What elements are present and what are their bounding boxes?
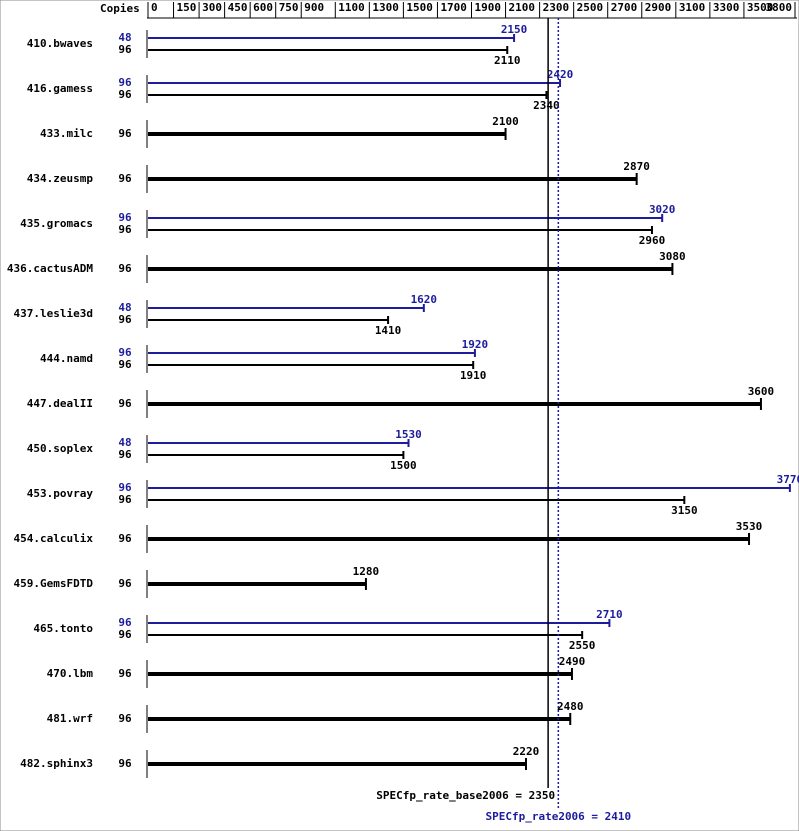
benchmark-label: 434.zeusmp [27,172,94,185]
base-value-label: 3150 [671,504,698,517]
peak-value-label: 3770 [777,473,799,486]
base-copies: 96 [118,577,132,590]
base-value-label: 3080 [659,250,686,263]
benchmark-label: 435.gromacs [20,217,93,230]
base-value-label: 2220 [513,745,540,758]
base-value-label: 3530 [736,520,763,533]
x-tick-label: 150 [177,1,197,14]
peak-value-label: 1530 [395,428,422,441]
base-copies: 96 [118,493,132,506]
peak-copies: 96 [118,616,132,629]
base-value-label: 1910 [460,369,487,382]
base-copies: 96 [118,628,132,641]
base-value-label: 2550 [569,639,596,652]
benchmark-label: 447.dealII [27,397,93,410]
benchmark-label: 437.leslie3d [14,307,93,320]
base-copies: 96 [118,532,132,545]
base-value-label: 2480 [557,700,584,713]
x-tick-label: 3300 [713,1,740,14]
benchmark-label: 481.wrf [47,712,93,725]
base-copies: 96 [118,397,132,410]
benchmark-label: 416.gamess [27,82,93,95]
base-value-label: 1410 [375,324,402,337]
benchmark-label: 444.namd [40,352,93,365]
base-value-label: 2490 [559,655,586,668]
x-tick-label: 450 [228,1,248,14]
x-tick-label: 1900 [475,1,502,14]
base-value-label: 1280 [353,565,380,578]
peak-copies: 48 [118,301,131,314]
copies-header: Copies [100,2,140,15]
benchmark-label: 453.povray [27,487,94,500]
peak-copies: 96 [118,346,132,359]
x-tick-label: 2100 [509,1,535,14]
x-tick-label: 3800 [766,1,793,14]
peak-value-label: 3020 [649,203,676,216]
base-copies: 96 [118,712,132,725]
peak-copies: 48 [118,436,131,449]
x-tick-label: 900 [304,1,324,14]
peak-copies: 48 [118,31,131,44]
x-tick-label: 1300 [372,1,399,14]
x-tick-label: 2300 [543,1,570,14]
x-tick-label: 2500 [577,1,604,14]
x-tick-label: 600 [253,1,273,14]
benchmark-label: 433.milc [40,127,93,140]
peak-value-label: 2420 [547,68,574,81]
peak-copies: 96 [118,76,132,89]
base-copies: 96 [118,223,132,236]
x-tick-label: 0 [151,1,158,14]
benchmark-label: 482.sphinx3 [20,757,93,770]
x-tick-label: 1500 [406,1,433,14]
peak-value-label: 1620 [411,293,438,306]
base-copies: 96 [118,88,132,101]
base-value-label: 3600 [748,385,775,398]
base-value-label: 2110 [494,54,521,67]
benchmark-label: 410.bwaves [27,37,93,50]
base-copies: 96 [118,172,132,185]
x-tick-label: 2700 [611,1,638,14]
x-tick-label: 1100 [338,1,365,14]
base-value-label: 2960 [639,234,666,247]
base-value-label: 2100 [492,115,519,128]
base-value-label: 2870 [623,160,650,173]
benchmark-label: 436.cactusADM [7,262,93,275]
base-copies: 96 [118,757,132,770]
peak-value-label: 2710 [596,608,623,621]
base-copies: 96 [118,358,132,371]
peak-value-label: 1920 [462,338,489,351]
base-copies: 96 [118,448,132,461]
benchmark-label: 450.soplex [27,442,94,455]
benchmark-label: 465.tonto [33,622,93,635]
base-copies: 96 [118,127,132,140]
base-value-label: 2340 [533,99,560,112]
peak-value-label: 2150 [501,23,528,36]
reference-label: SPECfp_rate2006 = 2410 [485,810,631,823]
peak-copies: 96 [118,211,132,224]
x-tick-label: 3500 [747,1,774,14]
base-copies: 96 [118,262,132,275]
peak-copies: 96 [118,481,132,494]
x-tick-label: 2900 [645,1,672,14]
x-tick-label: 1700 [440,1,467,14]
x-tick-label: 300 [202,1,222,14]
benchmark-label: 470.lbm [47,667,94,680]
benchmark-label: 459.GemsFDTD [14,577,94,590]
base-copies: 96 [118,667,132,680]
base-value-label: 1500 [390,459,417,472]
reference-label: SPECfp_rate_base2006 = 2350 [376,789,555,802]
base-copies: 96 [118,313,132,326]
benchmark-label: 454.calculix [14,532,94,545]
x-tick-label: 750 [279,1,299,14]
x-tick-label: 3100 [679,1,706,14]
base-copies: 96 [118,43,132,56]
